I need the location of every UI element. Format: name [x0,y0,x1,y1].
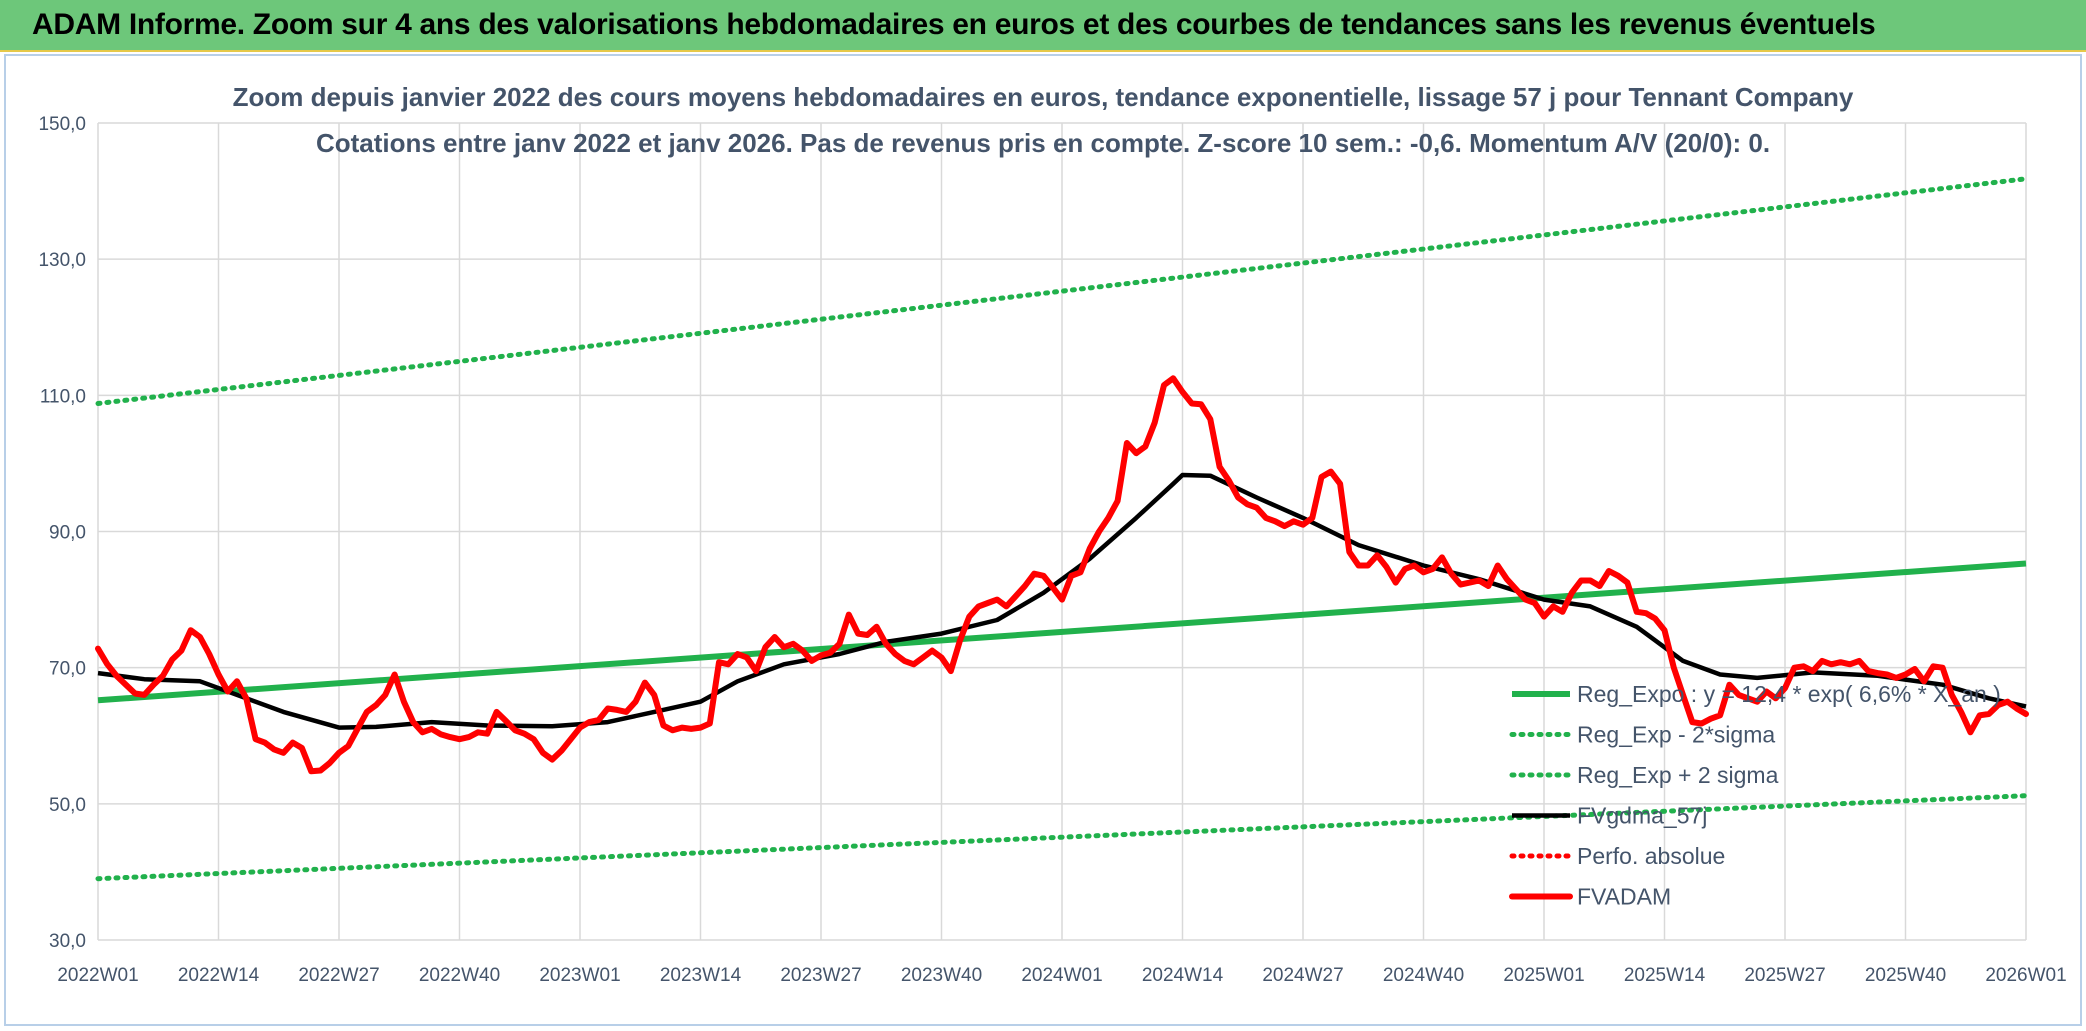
x-tick-label: 2023W27 [780,965,861,986]
x-tick-label: 2025W01 [1503,965,1584,986]
y-tick-label: 110,0 [40,386,86,407]
x-tick-label: 2026W01 [1985,965,2066,986]
x-tick-label: 2022W14 [178,965,260,986]
report-banner: ADAM Informe. Zoom sur 4 ans des valoris… [0,0,2086,52]
y-axis: 150,0 130,0 110,0 90,0 70,0 50,0 30,0 [38,114,86,952]
chart-legend: Reg_Expo : y = 12,4 * exp( 6,6% * X_an )… [1509,681,2001,910]
chart-title-line-1: Zoom depuis janvier 2022 des cours moyen… [232,82,1854,112]
series-reg-expo-y-12-4-exp-6-6-x-an [97,560,2027,704]
y-tick-label: 130,0 [38,250,86,271]
x-tick-label: 2025W40 [1865,965,1946,986]
x-tick-label: 2025W27 [1744,965,1825,986]
series-fvadam [95,375,2029,775]
y-tick-label: 70,0 [49,659,86,680]
x-tick-label: 2024W27 [1262,965,1343,986]
x-tick-label: 2025W14 [1624,965,1706,986]
x-tick-label: 2024W14 [1142,965,1224,986]
legend-label: Reg_Expo : y = 12,4 * exp( 6,6% * X_an ) [1577,681,2001,707]
series-reg-exp-2-sigma [95,176,2029,406]
report-title: ADAM Informe. Zoom sur 4 ans des valoris… [32,8,1876,41]
x-tick-label: 2022W27 [298,965,379,986]
y-tick-label: 50,0 [49,795,86,816]
chart-series [95,176,2029,882]
x-tick-label: 2023W40 [901,965,982,986]
y-tick-label: 30,0 [49,931,86,952]
legend-label: FVADAM [1577,884,1671,910]
legend-label: Reg_Exp + 2 sigma [1577,762,1779,788]
y-tick-label: 150,0 [38,114,86,135]
x-tick-label: 2023W14 [660,965,742,986]
legend-label: FVgdma_57j [1577,803,1707,829]
x-tick-label: 2022W40 [419,965,500,986]
x-tick-label: 2022W01 [57,965,138,986]
x-tick-label: 2024W01 [1021,965,1102,986]
series-reg-exp-2-sigma [95,793,2029,882]
chart-frame [4,54,2082,1026]
x-tick-label: 2024W40 [1383,965,1464,986]
legend-label: Reg_Exp - 2*sigma [1577,722,1775,748]
x-tick-label: 2023W01 [539,965,620,986]
y-tick-label: 90,0 [49,523,86,544]
x-axis: 2022W01 2022W14 2022W27 2022W40 2023W01 2023W… [57,965,2066,986]
legend-label: Perfo. absolue [1577,843,1725,869]
chart-grid [97,122,2027,941]
chart-title-line-2: Cotations entre janv 2022 et janv 2026. … [315,128,1771,158]
